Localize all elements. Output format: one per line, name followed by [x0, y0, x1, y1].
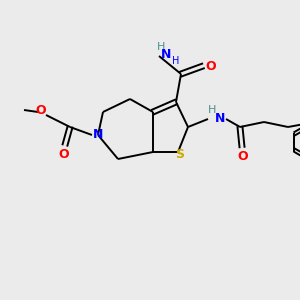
Text: S: S: [176, 148, 184, 160]
Text: N: N: [161, 49, 171, 62]
Text: O: O: [36, 103, 46, 116]
Text: H: H: [157, 42, 165, 52]
Text: H: H: [208, 105, 216, 115]
Text: O: O: [206, 59, 216, 73]
Text: O: O: [238, 151, 248, 164]
Text: N: N: [215, 112, 225, 124]
Text: H: H: [172, 56, 180, 66]
Text: N: N: [93, 128, 103, 142]
Text: O: O: [59, 148, 69, 160]
